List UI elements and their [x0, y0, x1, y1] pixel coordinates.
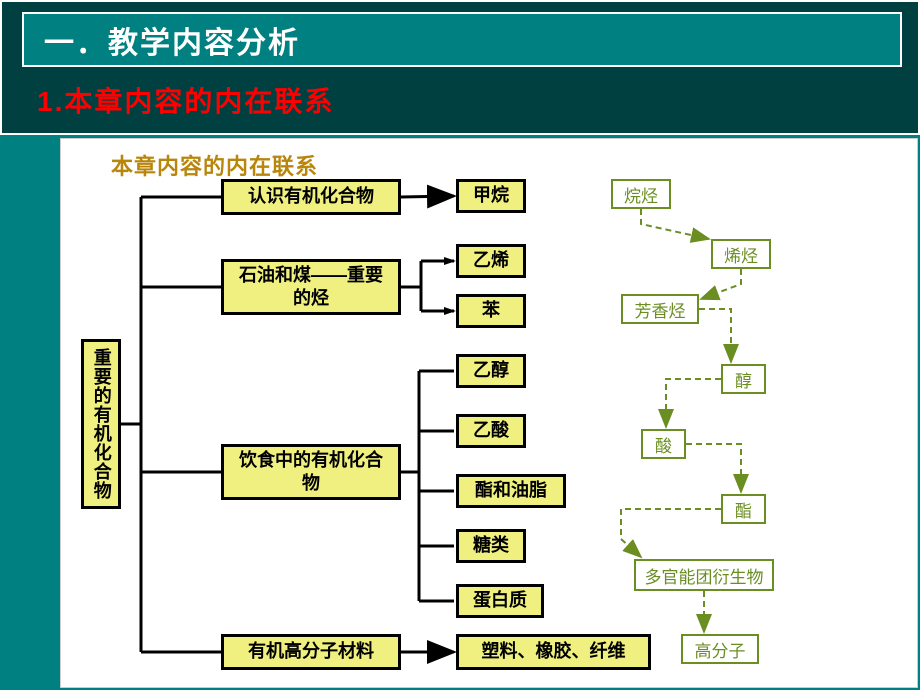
level2-box-2: 苯 — [456, 294, 526, 328]
right-box-6: 多官能团衍生物 — [634, 559, 774, 591]
header-panel: 一．教学内容分析 1.本章内容的内在联系 — [0, 0, 920, 135]
level1-box-2: 饮食中的有机化合物 — [221, 444, 401, 500]
level2-box-4: 乙酸 — [456, 414, 526, 448]
level2-box-8: 塑料、橡胶、纤维 — [456, 634, 651, 670]
root-label: 重要的有机化合物 — [89, 348, 112, 500]
level2-box-6: 糖类 — [456, 529, 526, 563]
level1-box-1: 石油和煤——重要的烃 — [221, 259, 401, 315]
root-box: 重要的有机化合物 — [81, 339, 121, 509]
diagram-title: 本章内容的内在联系 — [111, 149, 318, 181]
level1-box-3: 有机高分子材料 — [221, 634, 401, 670]
right-box-0: 烷烃 — [611, 179, 671, 209]
page-subtitle: 1.本章内容的内在联系 — [37, 80, 334, 120]
title-band: 一．教学内容分析 — [22, 12, 902, 67]
level2-box-1: 乙烯 — [456, 244, 526, 278]
right-box-1: 烯烃 — [711, 239, 771, 269]
right-box-2: 芳香烃 — [621, 294, 699, 324]
page-title: 一．教学内容分析 — [44, 18, 300, 62]
diagram-panel: 本章内容的内在联系 重要的有机化合物 认识有机化合物石油和煤——重要的烃饮食中的… — [60, 138, 918, 688]
right-box-3: 醇 — [721, 364, 766, 394]
level2-box-5: 酯和油脂 — [456, 474, 566, 508]
level2-box-7: 蛋白质 — [456, 584, 544, 618]
right-box-7: 高分子 — [681, 634, 759, 664]
level2-box-3: 乙醇 — [456, 354, 526, 388]
level2-box-0: 甲烷 — [456, 179, 526, 213]
level1-box-0: 认识有机化合物 — [221, 179, 401, 215]
right-box-4: 酸 — [641, 429, 686, 459]
right-box-5: 酯 — [721, 494, 766, 524]
